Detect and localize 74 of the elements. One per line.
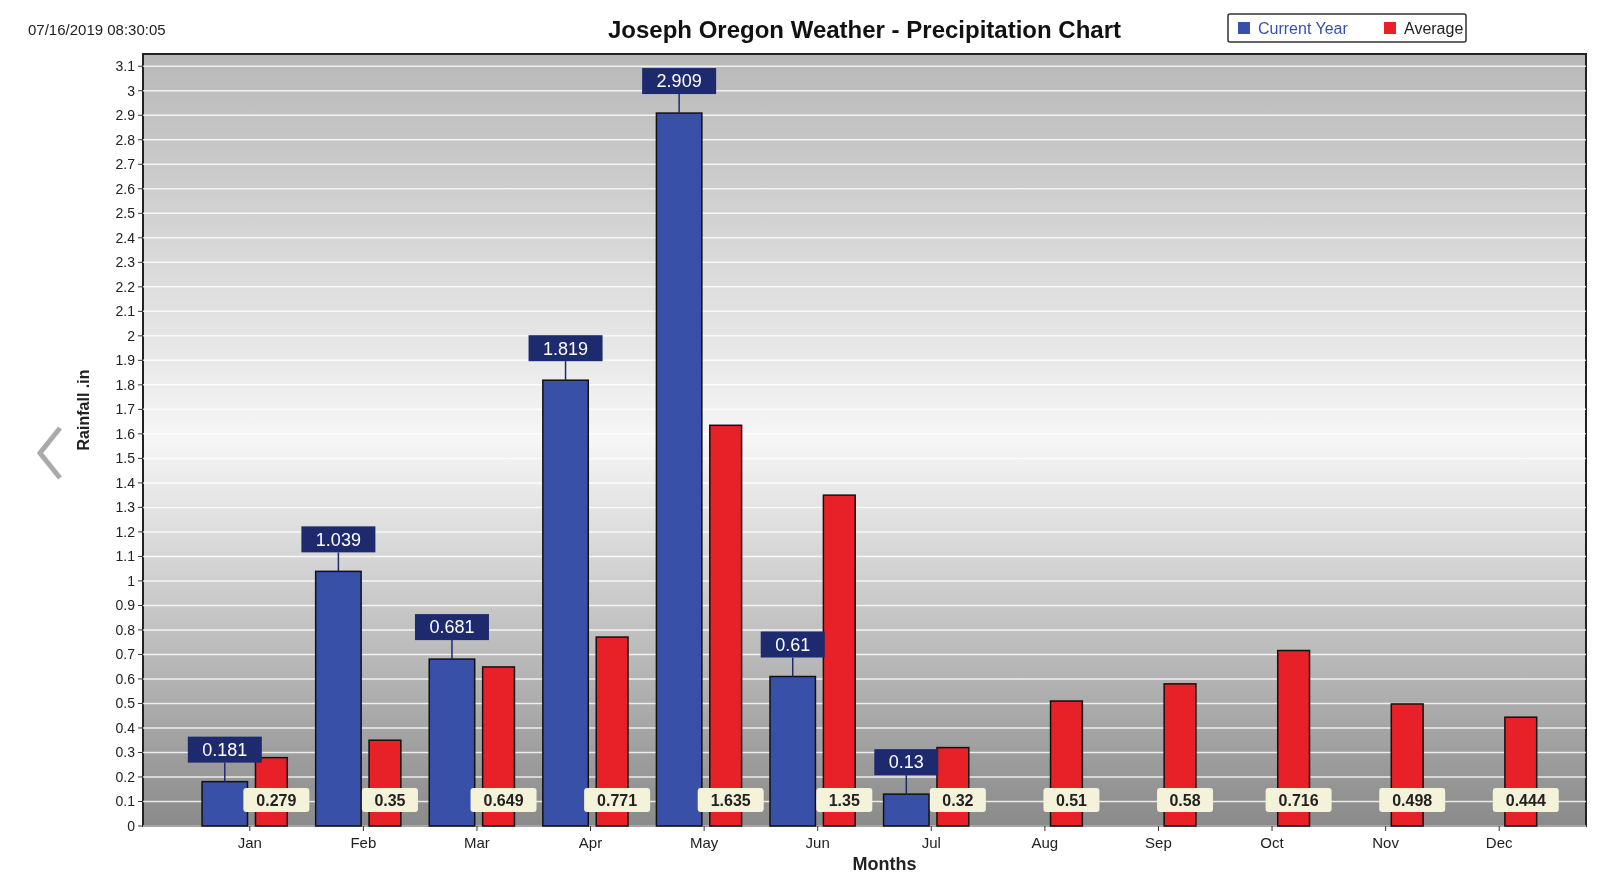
data-label: 0.444: [1505, 791, 1546, 809]
y-axis-title: Rainfall .in: [74, 369, 92, 451]
data-label: 0.13: [888, 752, 924, 773]
data-label: 0.498: [1392, 791, 1433, 809]
x-tick-label: Jul: [921, 834, 941, 851]
data-label: 1.635: [710, 791, 751, 809]
y-tick-label: 1: [127, 572, 136, 589]
y-tick-label: 0.1: [115, 793, 136, 810]
data-label: 0.279: [256, 791, 297, 809]
data-label: 1.039: [315, 529, 361, 550]
y-tick-label: 3.1: [115, 58, 136, 75]
y-tick-label: 0.8: [115, 621, 136, 638]
x-tick-label: Aug: [1031, 834, 1059, 851]
x-tick-label: Dec: [1485, 834, 1514, 851]
data-label: 0.58: [1169, 791, 1201, 809]
bar: [769, 675, 817, 827]
data-label: 1.819: [543, 338, 589, 359]
y-tick-label: 0.4: [115, 719, 136, 736]
data-label: 0.771: [597, 791, 638, 809]
bar: [542, 379, 590, 827]
y-tick-label: 2.1: [115, 303, 136, 320]
y-tick-label: 1.4: [115, 474, 136, 491]
y-tick-label: 0: [127, 817, 136, 834]
chart-title: Joseph Oregon Weather - Precipitation Chart: [608, 16, 1121, 44]
y-tick-label: 2: [127, 327, 136, 344]
data-label: 0.35: [374, 791, 406, 809]
data-label: 0.32: [942, 791, 974, 809]
data-label: 0.181: [202, 739, 248, 760]
y-tick-label: 0.5: [115, 695, 136, 712]
y-tick-label: 0.6: [115, 670, 136, 687]
data-label: 0.61: [775, 634, 811, 655]
y-tick-label: 0.2: [115, 768, 136, 785]
y-tick-label: 2.7: [115, 156, 136, 173]
y-tick-label: 1.5: [115, 450, 136, 467]
y-tick-label: 1.1: [115, 548, 136, 565]
y-tick-label: 1.6: [115, 425, 136, 442]
data-label: 2.909: [656, 71, 702, 92]
y-tick-label: 3: [127, 82, 136, 99]
x-tick-label: Sep: [1145, 834, 1172, 851]
y-tick-label: 2.5: [115, 205, 136, 222]
x-tick-label: Jan: [237, 834, 262, 851]
bar: [428, 658, 476, 827]
bar: [314, 570, 362, 827]
y-tick-label: 0.7: [115, 646, 136, 663]
y-tick-label: 1.7: [115, 401, 136, 418]
x-tick-label: May: [689, 834, 719, 851]
y-tick-label: 2.3: [115, 254, 136, 271]
x-axis-title: Months: [852, 854, 917, 874]
y-tick-label: 2.9: [115, 107, 136, 124]
data-label: 0.716: [1278, 791, 1319, 809]
y-tick-label: 2.8: [115, 131, 136, 148]
y-tick-label: 1.8: [115, 376, 136, 393]
y-tick-label: 2.4: [115, 229, 136, 246]
legend-label: Average: [1404, 19, 1464, 37]
x-tick-label: Oct: [1260, 834, 1285, 851]
y-tick-label: 2.6: [115, 180, 136, 197]
bar: [655, 112, 703, 827]
y-tick-label: 1.2: [115, 523, 136, 540]
x-tick-label: Mar: [464, 834, 490, 851]
data-label: 1.35: [828, 791, 860, 809]
data-label: 0.649: [483, 791, 524, 809]
x-tick-label: Apr: [578, 834, 603, 851]
y-tick-label: 1.3: [115, 499, 136, 516]
data-label: 0.51: [1055, 791, 1088, 809]
y-tick-label: 2.2: [115, 278, 136, 295]
y-tick-label: 1.9: [115, 352, 136, 369]
text: 07/16/2019 08:30:05: [28, 21, 166, 39]
text: Current Year: [1258, 19, 1349, 37]
y-tick-label: 0.9: [115, 597, 136, 614]
x-tick-label: Jun: [805, 834, 830, 851]
x-tick-label: Nov: [1372, 834, 1400, 851]
x-tick-label: Feb: [350, 834, 377, 851]
data-label: 0.681: [429, 617, 475, 638]
y-tick-label: 0.3: [115, 744, 136, 761]
